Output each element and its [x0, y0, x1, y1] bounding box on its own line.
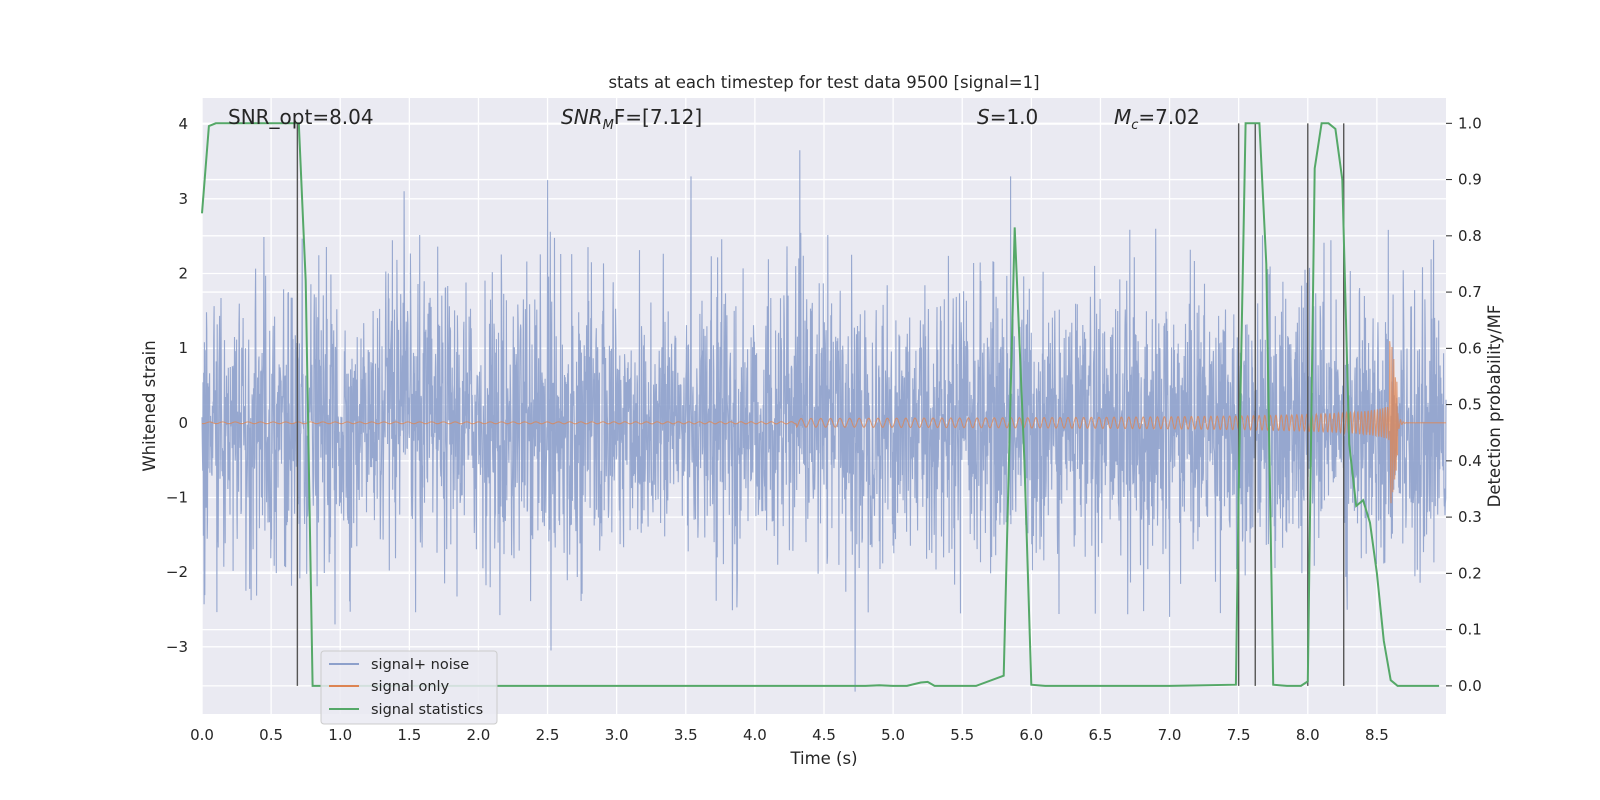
snr-mf-base: SNR: [561, 105, 603, 129]
x-tick-label: 5.0: [881, 726, 905, 744]
x-tick-label: 8.5: [1365, 726, 1389, 744]
annotation-s: S=1.0: [977, 105, 1038, 129]
y-right-tick-label: 1.0: [1458, 114, 1482, 132]
y-axis-label-left: Whitened strain: [140, 340, 159, 471]
y-right-tick-label: 0.9: [1458, 171, 1482, 189]
y-left-tick-label: 3: [178, 190, 188, 208]
y-right-tick-label: 0.5: [1458, 396, 1482, 414]
x-tick-label: 0.5: [259, 726, 283, 744]
annotation-snr-mf: SNRMF=[7.12]: [561, 105, 702, 133]
x-tick-label: 2.5: [536, 726, 560, 744]
y-left-tick-label: −2: [166, 563, 188, 581]
x-axis-label: Time (s): [789, 749, 857, 768]
y-right-tick-label: 0.2: [1458, 564, 1482, 582]
snr-mf-sub: M: [603, 118, 614, 133]
detection-markers: [296, 123, 1345, 686]
mc-base: M: [1114, 105, 1131, 129]
x-tick-label: 7.0: [1158, 726, 1182, 744]
x-tick-label: 4.5: [812, 726, 836, 744]
x-tick-label: 8.0: [1296, 726, 1320, 744]
legend-label-signal-noise: signal+ noise: [371, 657, 469, 673]
y-left-tick-label: 1: [178, 339, 188, 357]
x-tick-label: 1.0: [328, 726, 352, 744]
annotation-mc: Mc=7.02: [1114, 105, 1200, 133]
legend-label-signal-statistics: signal statistics: [371, 702, 483, 718]
y-right-tick-labels: 1.0 0.9 0.8 0.7 0.6 0.5 0.4 0.3 0.2 0.1 0.0: [1446, 114, 1482, 695]
x-tick-label: 5.5: [950, 726, 974, 744]
chart-title: stats at each timestep for test data 950…: [608, 73, 1039, 92]
s-italic: S: [977, 105, 990, 129]
x-tick-label: 6.5: [1089, 726, 1113, 744]
x-tick-label: 2.0: [467, 726, 491, 744]
mc-rest: =7.02: [1138, 105, 1199, 129]
y-right-tick-label: 0.6: [1458, 339, 1482, 357]
y-right-tick-label: 0.7: [1458, 283, 1482, 301]
s-rest: =1.0: [990, 105, 1039, 129]
legend-label-signal-only: signal only: [371, 679, 450, 695]
x-tick-label: 3.0: [605, 726, 629, 744]
y-left-tick-label: −1: [166, 488, 188, 506]
annotation-snr-opt: SNR_opt=8.04: [228, 105, 374, 129]
snr-mf-rest: F=[7.12]: [614, 105, 702, 129]
y-left-tick-label: 0: [178, 414, 188, 432]
x-tick-label: 4.0: [743, 726, 767, 744]
y-right-tick-label: 0.4: [1458, 452, 1482, 470]
legend: signal+ noise signal only signal statist…: [320, 650, 498, 725]
y-right-tick-label: 0.8: [1458, 227, 1482, 245]
mc-sub: c: [1131, 118, 1138, 133]
x-tick-label: 6.0: [1019, 726, 1043, 744]
y-left-tick-label: 4: [178, 115, 188, 133]
y-right-tick-label: 0.1: [1458, 621, 1482, 639]
x-tick-label: 0.0: [190, 726, 214, 744]
y-left-tick-label: −3: [166, 638, 188, 656]
y-right-tick-label: 0.3: [1458, 508, 1482, 526]
y-axis-label-right: Detection probability/MF: [1485, 305, 1504, 508]
x-tick-label: 1.5: [397, 726, 421, 744]
x-tick-labels: 0.0 0.5 1.0 1.5 2.0 2.5 3.0 3.5 4.0 4.5 5.0 5.5 6.0 6…: [190, 726, 1389, 744]
signal-statistics-series: [201, 122, 1440, 687]
y-left-tick-label: 2: [178, 264, 188, 282]
y-right-tick-label: 0.0: [1458, 677, 1482, 695]
x-tick-label: 7.5: [1227, 726, 1251, 744]
y-left-tick-labels: 4 3 2 1 0 −1 −2 −3: [166, 115, 188, 656]
signal-statistics-line: [201, 122, 1440, 687]
x-tick-label: 3.5: [674, 726, 698, 744]
legend-box: [320, 650, 498, 725]
